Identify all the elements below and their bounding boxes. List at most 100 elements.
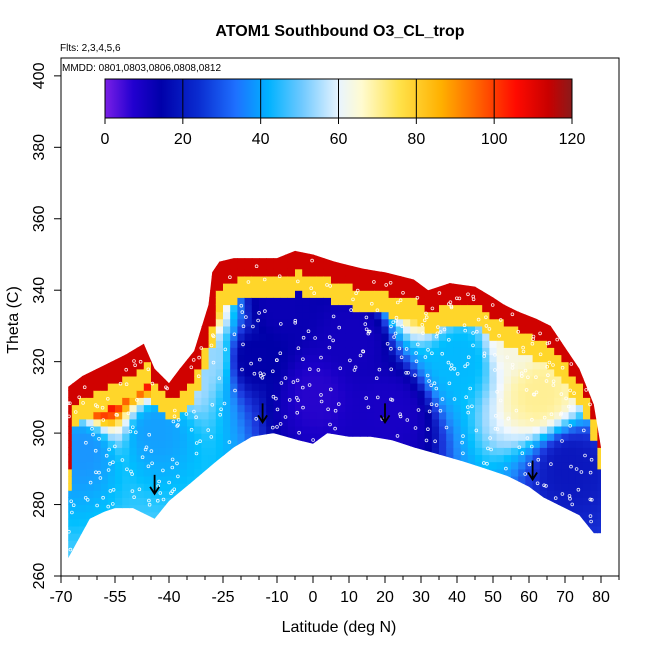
field-cell	[388, 254, 397, 263]
field-cell	[280, 540, 289, 548]
field-cell	[122, 297, 130, 306]
field-cell	[388, 554, 397, 559]
field-cell	[338, 404, 346, 413]
field-cell	[251, 540, 260, 548]
field-cell	[93, 433, 102, 441]
field-cell	[165, 404, 174, 413]
y-tick-label: 340	[31, 277, 48, 304]
field-cell	[251, 311, 260, 320]
field-cell	[403, 490, 411, 498]
field-cell	[503, 547, 512, 556]
field-cell	[503, 261, 512, 270]
field-cell	[410, 562, 418, 570]
field-cell	[381, 290, 390, 298]
field-cell	[395, 361, 404, 370]
field-cell	[316, 375, 325, 384]
field-cell	[115, 418, 123, 427]
field-cell	[547, 297, 555, 306]
field-cell	[129, 518, 138, 527]
field-cell	[122, 290, 130, 298]
field-cell	[129, 440, 138, 448]
field-cell	[475, 397, 483, 406]
field-cell	[417, 411, 426, 420]
field-cell	[100, 340, 109, 348]
field-cell	[215, 318, 224, 327]
field-cell	[71, 447, 80, 456]
field-cell	[410, 526, 418, 534]
field-cell	[453, 333, 462, 341]
field-cell	[86, 375, 94, 384]
field-cell	[338, 483, 346, 491]
field-cell	[165, 540, 174, 548]
field-cell	[605, 412, 613, 420]
field-cell	[511, 283, 519, 291]
field-cell	[266, 440, 274, 448]
field-cell	[417, 297, 426, 306]
field-cell	[172, 268, 181, 277]
sample-point	[564, 396, 568, 401]
field-cell	[575, 547, 584, 556]
field-cell	[554, 361, 562, 370]
field-cell	[68, 304, 73, 313]
field-cell	[316, 418, 325, 427]
field-cell	[503, 554, 512, 559]
field-cell	[605, 376, 613, 384]
field-cell	[323, 275, 332, 284]
field-cell	[129, 433, 138, 441]
field-cell	[568, 418, 577, 427]
field-cell	[352, 540, 361, 548]
field-cell	[129, 504, 138, 513]
field-cell	[489, 497, 498, 506]
field-cell	[446, 240, 454, 248]
field-cell	[605, 433, 613, 441]
sample-point	[588, 497, 593, 502]
field-cell	[259, 476, 267, 484]
field-cell	[482, 283, 490, 291]
field-cell	[79, 504, 87, 513]
field-cell	[475, 526, 483, 534]
field-cell	[136, 483, 145, 491]
field-cell	[244, 304, 253, 313]
field-cell	[475, 426, 483, 434]
field-cell	[208, 447, 217, 456]
x-tick-label: 30	[412, 589, 430, 606]
field-cell	[597, 468, 601, 477]
field-cell	[68, 511, 73, 520]
field-cell	[187, 554, 195, 559]
sample-point	[521, 345, 525, 350]
field-cell	[605, 297, 613, 305]
field-cell	[554, 347, 562, 356]
field-cell	[165, 411, 174, 420]
field-cell	[453, 433, 462, 441]
field-cell	[352, 468, 361, 477]
field-cell	[417, 340, 426, 348]
field-cell	[561, 250, 570, 255]
field-cell	[374, 297, 382, 306]
field-cell	[467, 261, 476, 270]
sample-point	[485, 461, 489, 466]
field-cell	[179, 268, 188, 277]
field-cell	[143, 461, 152, 470]
sample-point	[331, 338, 335, 343]
field-cell	[244, 325, 253, 334]
field-cell	[453, 511, 462, 520]
field-cell	[367, 440, 375, 448]
field-cell	[575, 283, 584, 291]
field-cell	[107, 347, 116, 356]
field-cell	[424, 304, 433, 313]
field-cell	[100, 518, 109, 527]
field-cell	[331, 240, 339, 248]
sample-point	[434, 386, 439, 391]
field-cell	[237, 311, 246, 320]
field-cell	[345, 311, 354, 320]
sample-point	[534, 390, 539, 395]
field-cell	[575, 383, 584, 391]
field-cell	[417, 526, 426, 534]
field-cell	[583, 526, 591, 534]
field-cell	[79, 440, 87, 448]
field-cell	[338, 368, 346, 377]
field-cell	[374, 250, 382, 255]
field-cell	[259, 526, 267, 534]
field-cell	[151, 533, 159, 541]
field-cell	[273, 447, 282, 456]
